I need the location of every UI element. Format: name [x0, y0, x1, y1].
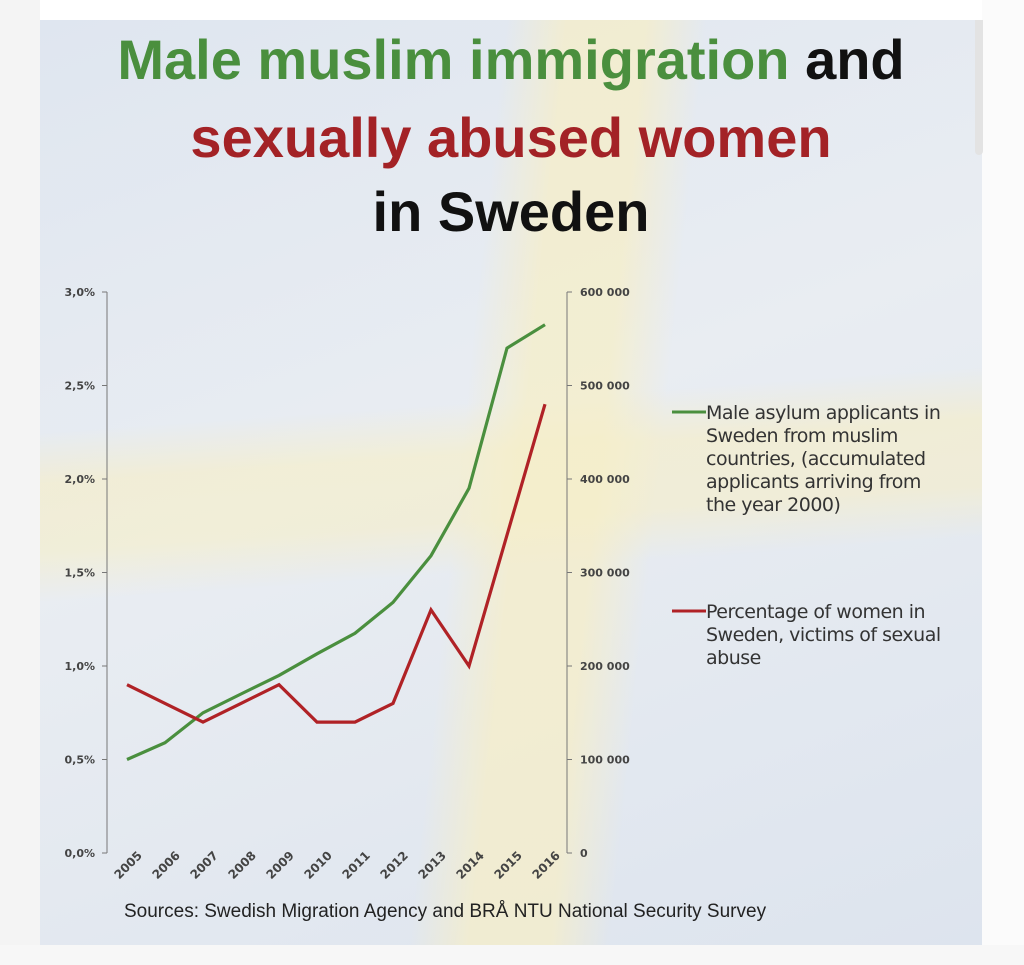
- legend-swatches: [672, 410, 706, 613]
- x-tick-label: 2011: [339, 848, 373, 882]
- right-tick-label: 500 000: [580, 380, 630, 393]
- x-tick-label: 2008: [225, 848, 259, 882]
- chart-title-line-3: in Sweden: [372, 180, 650, 243]
- x-tick-label: 2015: [491, 848, 525, 882]
- right-tick-label: 200 000: [580, 660, 630, 673]
- series-line-red: [126, 403, 547, 724]
- left-tick-label: 0,5%: [64, 754, 95, 767]
- x-tick-label: 2006: [149, 848, 183, 882]
- x-tick-label: 2012: [377, 848, 411, 882]
- top-strip: [0, 0, 1024, 20]
- x-tick-label: 2010: [301, 848, 335, 882]
- scrollbar[interactable]: [975, 20, 983, 155]
- chart-series: [126, 323, 547, 761]
- x-tick-label: 2014: [453, 848, 487, 882]
- right-tick-label: 0: [580, 847, 588, 860]
- right-tick-label: 100 000: [580, 754, 630, 767]
- series-line-green: [126, 323, 546, 761]
- legend-label-red: Percentage of women in Sweden, victims o…: [706, 601, 941, 669]
- right-margin: [982, 0, 1024, 965]
- x-tick-label: 2007: [187, 848, 221, 882]
- legend-label-green: Male asylum applicants in Sweden from mu…: [706, 402, 941, 516]
- right-tick-label: 300 000: [580, 567, 630, 580]
- x-tick-label: 2013: [415, 848, 449, 882]
- x-tick-label: 2009: [263, 848, 297, 882]
- source-note: Sources: Swedish Migration Agency and BR…: [124, 901, 767, 922]
- left-tick-label: 1,5%: [64, 567, 95, 580]
- x-tick-label: 2005: [111, 848, 145, 882]
- left-tick-label: 2,0%: [64, 473, 95, 486]
- chart-title-line-1: Male muslim immigration and: [40, 28, 982, 92]
- chart-title-line-2: sexually abused women: [190, 106, 832, 169]
- title-green-text: Male muslim immigration: [117, 28, 790, 91]
- left-tick-label: 0,0%: [64, 847, 95, 860]
- right-tick-label: 400 000: [580, 473, 630, 486]
- infographic-background: [40, 20, 982, 945]
- x-tick-label: 2016: [529, 848, 563, 882]
- left-tick-label: 1,0%: [64, 660, 95, 673]
- bottom-strip: [0, 945, 1024, 965]
- right-tick-label: 600 000: [580, 286, 630, 299]
- chart-ticks: 0,0% 0,5% 1,0% 1,5% 2,0% 2,5% 3,0% 0 100 000 200 …: [64, 286, 630, 882]
- left-tick-label: 2,5%: [64, 380, 95, 393]
- left-margin: [0, 0, 40, 965]
- title-and-text: and: [805, 28, 905, 91]
- left-tick-label: 3,0%: [64, 286, 95, 299]
